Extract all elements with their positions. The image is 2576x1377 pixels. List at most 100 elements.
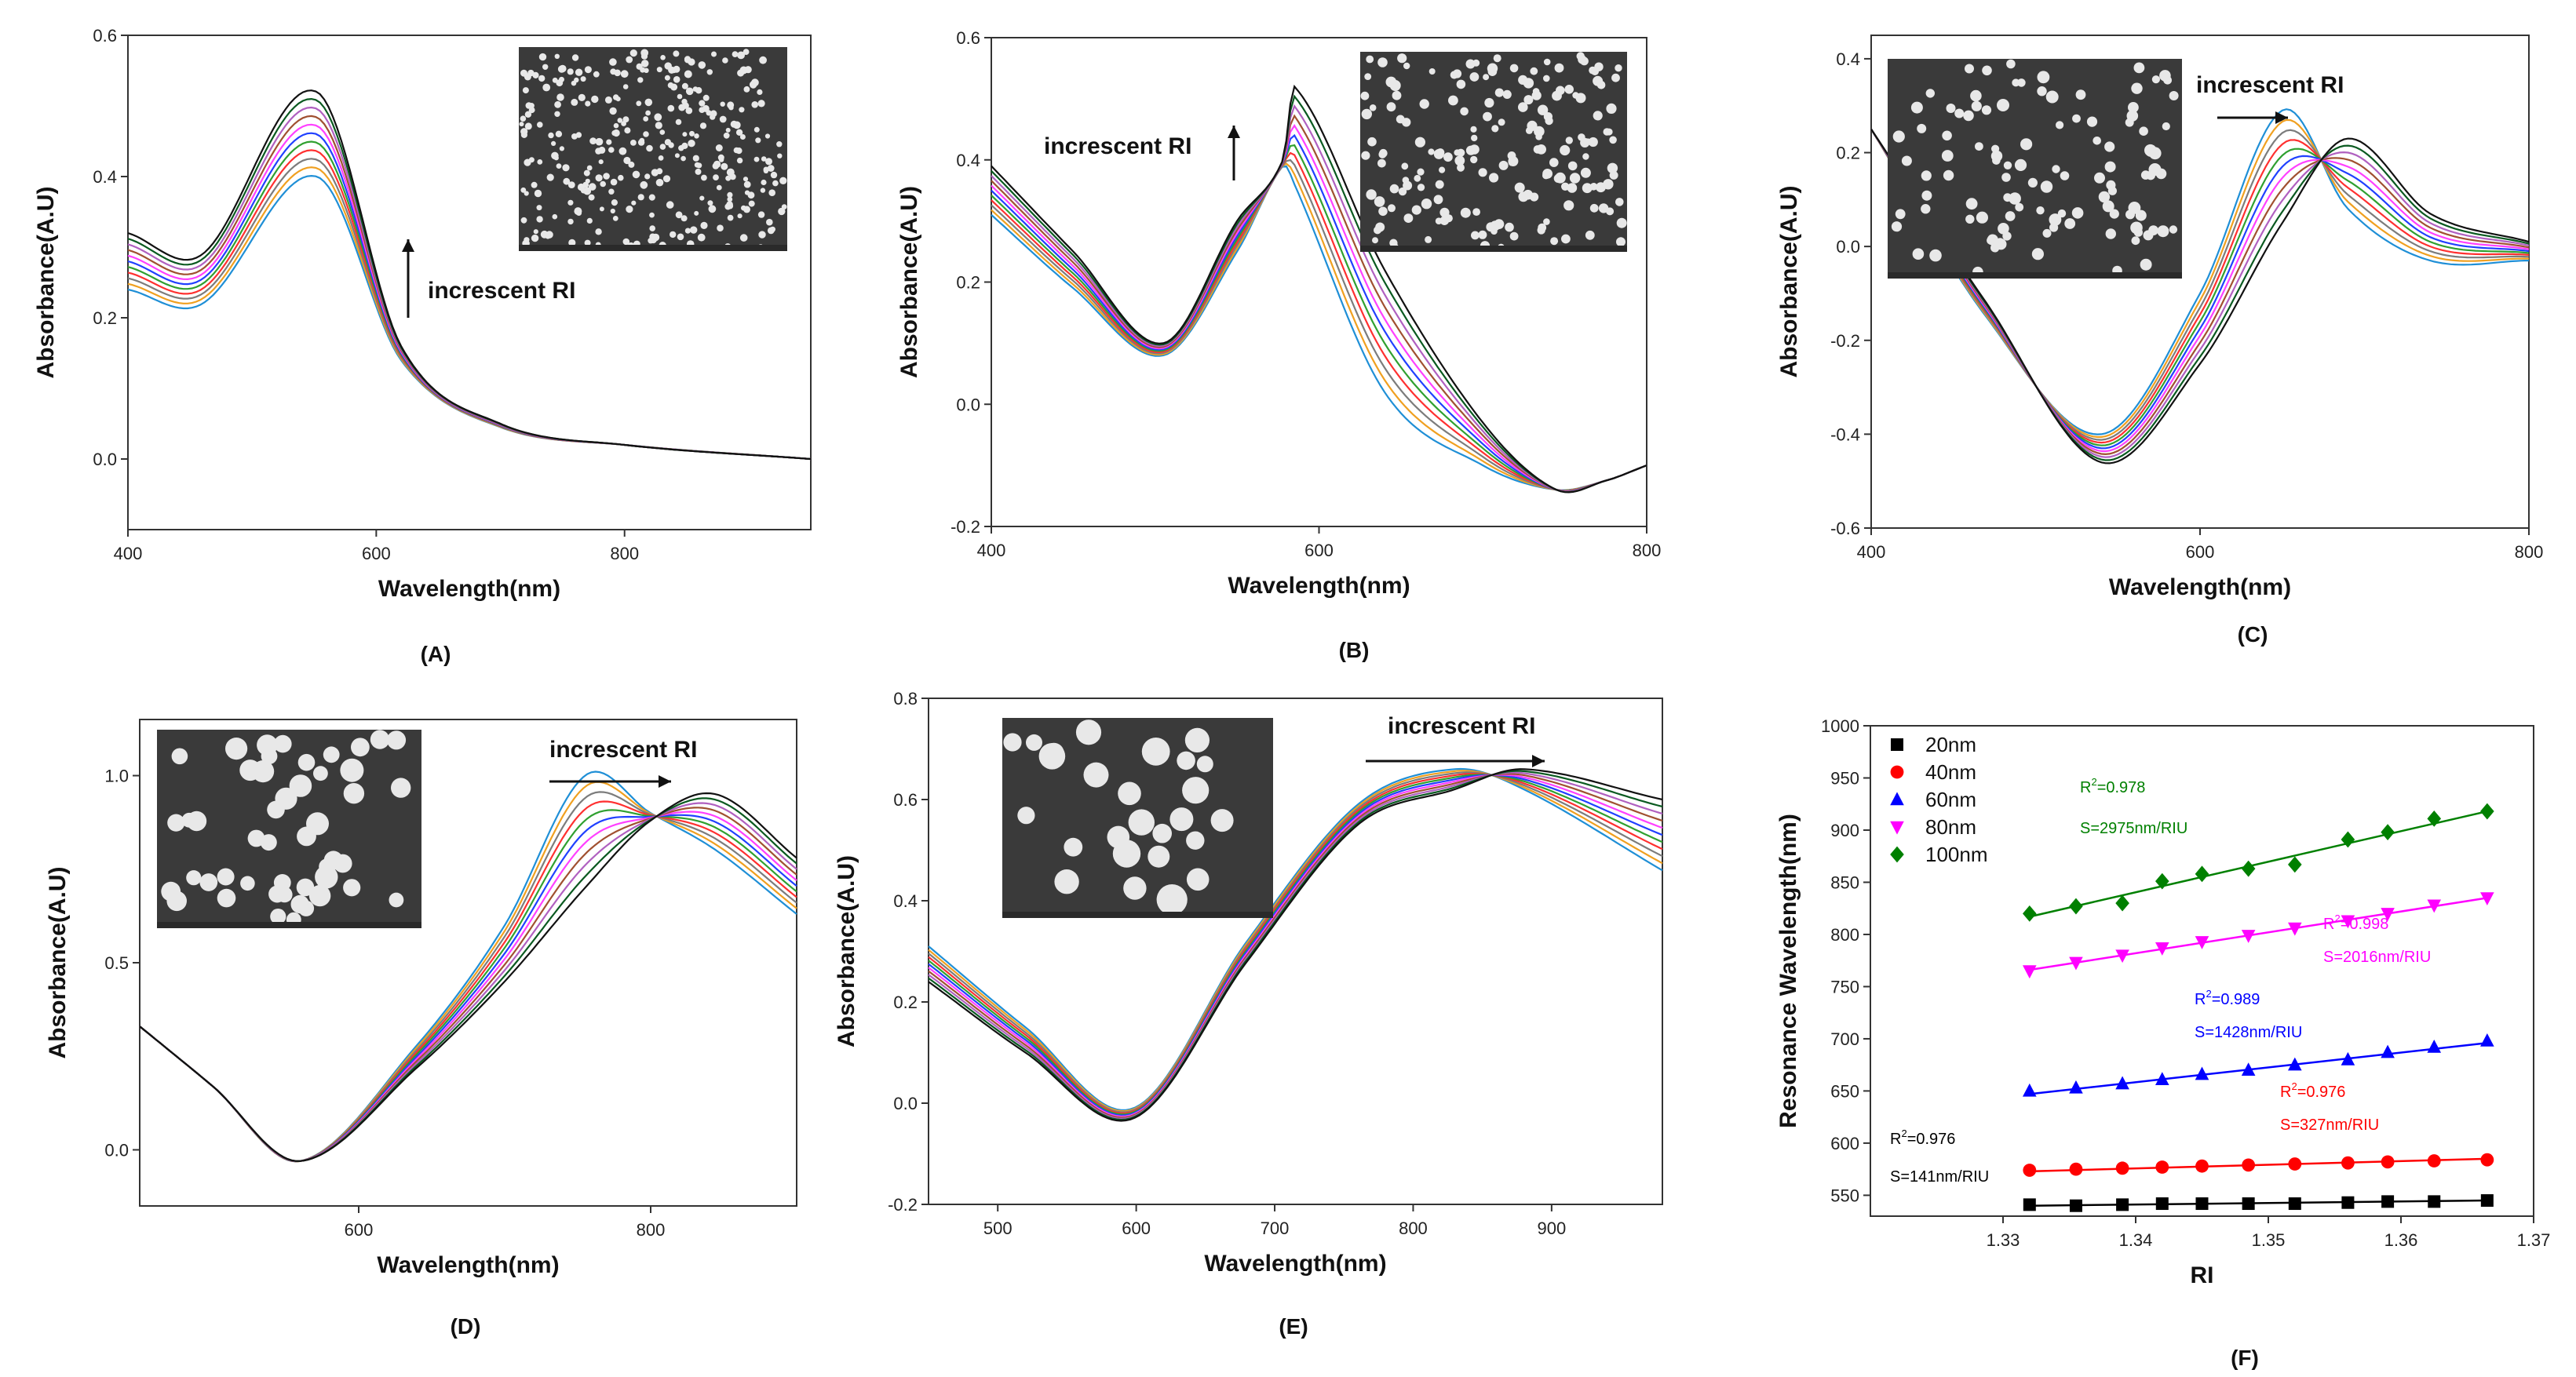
sem-particle [595,137,604,146]
sem-particle [527,69,535,77]
fit-sensitivity-label: S=141nm/RIU [1890,1168,1989,1186]
sem-particle [2131,82,2143,94]
sem-particle [551,140,556,146]
x-axis-title: Wavelength(nm) [2109,574,2291,600]
y-tick-label: 900 [1830,821,1859,840]
sem-particle [640,53,648,60]
sem-particle [267,800,285,819]
sem-particle [2109,209,2119,219]
sem-particle [1545,116,1553,126]
sem-particle [1954,108,1965,118]
sem-particle [351,738,370,757]
sem-particle [520,131,528,138]
data-point [2155,1160,2169,1174]
sem-particle [2093,137,2101,145]
data-point [2480,1153,2494,1167]
sem-particle [1364,73,1372,80]
sem-particle [2037,86,2047,97]
sem-particle [2133,62,2145,74]
y-tick-label: 0.5 [104,953,129,973]
panel-b: 400 600 800 -0.2 0.0 0.2 0.4 0.6 Wavelength(nm) A… [896,28,1661,662]
sem-particle [1419,99,1429,109]
data-point [2242,1197,2255,1211]
sem-particle [1490,220,1501,231]
sem-particle [757,89,763,95]
sem-particle [296,878,315,897]
sem-particle [584,66,592,74]
fit-r2-label: R2=0.998 [2323,913,2388,933]
sem-particle [1454,149,1461,156]
sem-particles [1891,59,2179,278]
sem-particle [606,139,612,145]
y-axis-title: Absorbance(A.U) [1776,185,1802,377]
sem-particles [1003,719,1234,916]
sem-particle [1605,128,1613,136]
sem-particle [567,199,574,206]
sem-particle [1564,85,1574,94]
sem-particle [389,892,404,908]
r2-equals: = [1907,1131,1917,1148]
panel-label: (D) [451,1314,481,1339]
sem-particle [1560,144,1571,156]
fit-sensitivity-label: S=1428nm/RIU [2195,1024,2302,1041]
y-tick-label: 0.0 [1836,237,1860,257]
data-point [2480,1194,2494,1208]
sem-particle [1971,100,1982,111]
sem-particle [289,774,312,797]
sem-particle [313,766,328,781]
sem-particle [1582,153,1589,160]
r2-equals: = [2297,1084,2307,1101]
sem-particle [586,165,593,171]
sem-particle [1141,738,1170,766]
y-tick-label: 0.0 [893,1094,918,1113]
sem-particle [1443,152,1453,162]
x-tick-label: 600 [362,544,391,563]
data-point [2427,1039,2442,1053]
data-point [2023,1083,2037,1097]
sem-particle [658,155,664,161]
x-tick-label: 800 [610,544,639,563]
sem-particle [2161,70,2171,80]
x-tick-label: 700 [1261,1219,1290,1238]
data-point [2115,949,2129,964]
sem-particle [781,204,787,209]
data-point [2069,956,2083,971]
sem-particle [649,212,655,218]
y-tick-label: 550 [1830,1186,1859,1205]
sem-particle [308,884,331,907]
sem-particle [1417,168,1425,176]
sem-particle [765,158,772,166]
sem-particle [1075,719,1102,745]
r2-prefix: R [1890,1131,1901,1148]
legend-entry: 60nm [1925,788,1976,811]
spectrum-line [928,774,1663,1117]
sem-particle [552,213,558,220]
series-80nm: R2=0.998 S=2016nm/RIU [2023,892,2494,979]
sem-particle [623,156,631,165]
sem-particle [1981,105,1992,115]
sem-particle [1435,217,1443,225]
series-20nm: R2=0.976 S=141nm/RIU [1890,1127,2494,1212]
sem-particle [613,94,619,100]
sem-particle [680,215,688,222]
data-point [2480,1033,2494,1047]
y-axis-title: Absorbance(A.U) [33,186,59,378]
sem-particle [600,180,606,188]
sem-particle [1494,88,1504,97]
sem-particle [1182,777,1210,804]
sem-particle [568,239,576,246]
sem-particle [1509,231,1519,241]
sem-particle [610,208,615,214]
sem-particle [537,122,543,128]
sem-particle [2139,126,2148,136]
sem-particle [1003,733,1022,752]
r2-superscript: 2 [1901,1127,1906,1139]
sem-particle [764,133,771,139]
sem-particle [626,206,633,213]
data-point [2155,1197,2169,1211]
panel-f: 1.33 1.34 1.35 1.36 1.37 550 600 650 700 750 800 85… [1775,716,2550,1370]
legend-entry: 80nm [1925,815,1976,839]
sem-particle [2131,236,2140,246]
sem-particle [1435,180,1444,189]
sem-particle [1456,79,1466,89]
